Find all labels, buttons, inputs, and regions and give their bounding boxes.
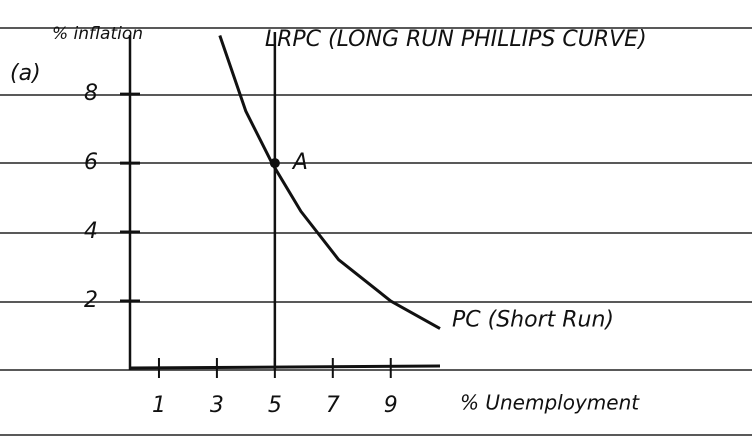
notebook-lines: [0, 28, 752, 435]
chart: (a) % inflation % Unemployment 2 4 6 8 1 3 5 7 9…: [0, 0, 752, 444]
x-axis: [130, 366, 440, 368]
y-tick-label: 8: [84, 81, 98, 106]
x-axis-label: % Unemployment: [460, 391, 640, 415]
y-tick-label: 6: [84, 150, 98, 175]
x-tick-label: 5: [268, 393, 282, 418]
annotation-point: [270, 158, 280, 168]
y-tick-label: 2: [84, 288, 98, 313]
x-tick-label: 3: [210, 393, 224, 418]
y-tick-label: 4: [84, 219, 98, 244]
chart-title: (a): [10, 61, 41, 86]
x-tick-label: 7: [326, 393, 340, 418]
x-tick-label: 9: [384, 393, 398, 418]
series-line: [220, 35, 440, 328]
series-label: PC (Short Run): [452, 308, 614, 333]
x-tick-label: 1: [152, 393, 166, 418]
annotation-label: A: [291, 150, 308, 175]
series-label: LRPC (LONG RUN PHILLIPS CURVE): [265, 27, 647, 52]
y-axis-label: % inflation: [52, 24, 143, 44]
